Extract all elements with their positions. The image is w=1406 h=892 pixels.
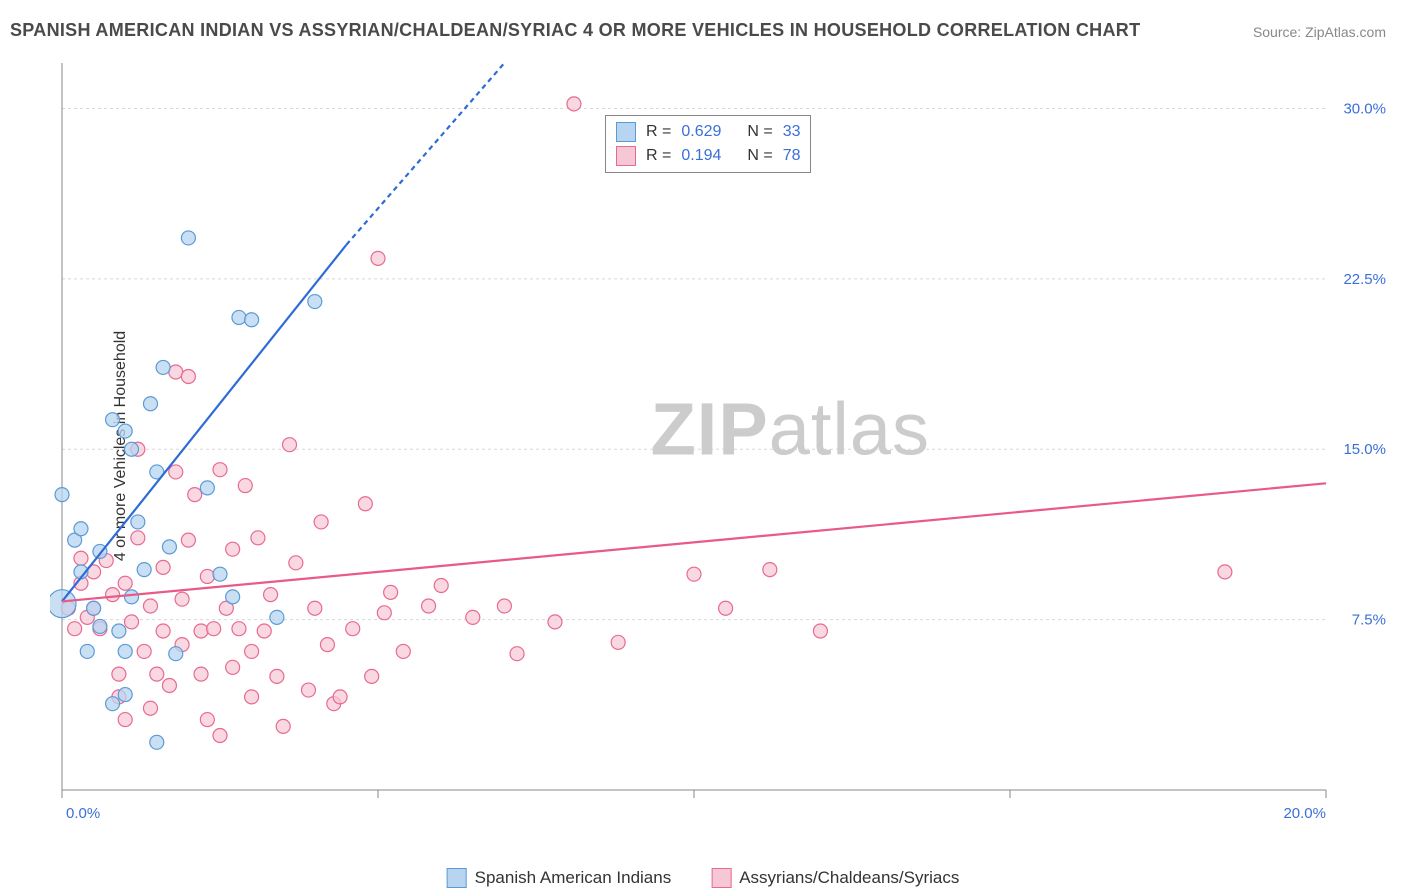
chart-title: SPANISH AMERICAN INDIAN VS ASSYRIAN/CHAL… [10,20,1140,41]
n-label: N = [747,144,772,168]
svg-text:7.5%: 7.5% [1352,612,1386,629]
stats-row-spanish: R = 0.629 N = 33 [616,120,800,144]
n-value: 33 [783,120,801,144]
svg-text:22.5%: 22.5% [1343,271,1386,288]
swatch-icon [616,122,636,142]
svg-text:30.0%: 30.0% [1343,100,1386,117]
stats-row-assyrian: R = 0.194 N = 78 [616,144,800,168]
series-legend: Spanish American Indians Assyrians/Chalde… [447,868,960,888]
swatch-icon [447,868,467,888]
legend-label: Assyrians/Chaldeans/Syriacs [739,868,959,888]
source-label: Source: ZipAtlas.com [1253,24,1386,40]
swatch-icon [616,146,636,166]
legend-label: Spanish American Indians [475,868,672,888]
r-label: R = [646,120,671,144]
swatch-icon [711,868,731,888]
n-value: 78 [783,144,801,168]
plot-area: 7.5%15.0%22.5%30.0%0.0%20.0% ZIPatlas R … [50,55,1396,835]
stats-legend: R = 0.629 N = 33 R = 0.194 N = 78 [605,115,811,173]
svg-text:20.0%: 20.0% [1283,805,1326,822]
r-label: R = [646,144,671,168]
r-value: 0.194 [681,144,737,168]
chart-container: SPANISH AMERICAN INDIAN VS ASSYRIAN/CHAL… [0,0,1406,892]
n-label: N = [747,120,772,144]
svg-text:0.0%: 0.0% [66,805,100,822]
r-value: 0.629 [681,120,737,144]
legend-item-spanish: Spanish American Indians [447,868,672,888]
svg-text:15.0%: 15.0% [1343,441,1386,458]
legend-item-assyrian: Assyrians/Chaldeans/Syriacs [711,868,959,888]
